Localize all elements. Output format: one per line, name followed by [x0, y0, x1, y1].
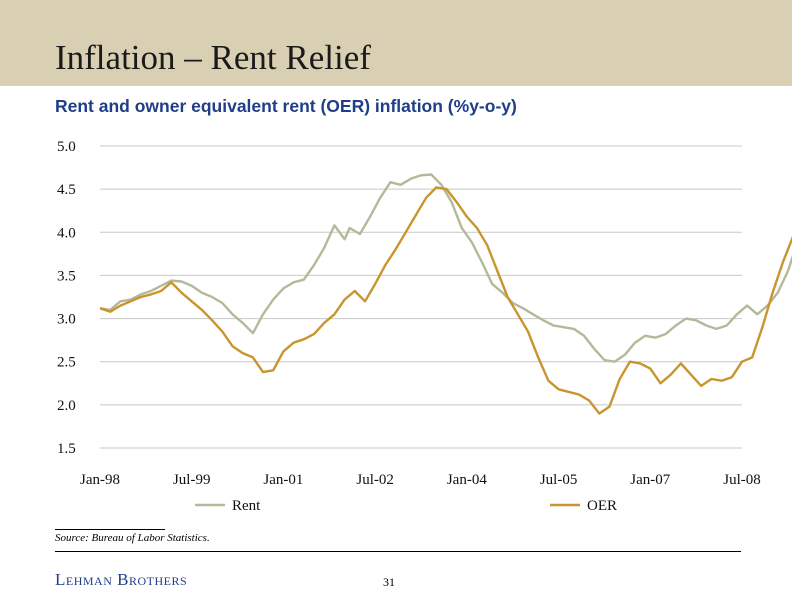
legend-label: Rent	[232, 498, 261, 514]
series-line-oer	[99, 186, 792, 415]
footer-rule	[55, 551, 741, 552]
y-tick-label: 2.5	[57, 355, 76, 371]
x-tick-label: Jan-01	[263, 472, 303, 488]
chart-title: Rent and owner equivalent rent (OER) inf…	[55, 96, 517, 116]
x-tick-label: Jul-08	[723, 472, 761, 488]
title-bar	[0, 0, 792, 86]
y-tick-label: 3.0	[57, 312, 76, 328]
x-tick-label: Jul-05	[540, 472, 578, 488]
y-tick-label: 2.0	[57, 398, 76, 414]
slide-title: Inflation – Rent Relief	[55, 38, 371, 77]
x-tick-label: Jan-98	[80, 472, 120, 488]
x-tick-label: Jan-07	[630, 472, 670, 488]
company-logo: Lehman Brothers	[55, 570, 188, 589]
y-tick-label: 1.5	[57, 441, 76, 457]
page-number: 31	[383, 575, 395, 589]
y-tick-label: 4.0	[57, 225, 76, 241]
legend-label: OER	[587, 498, 617, 514]
x-tick-label: Jan-04	[447, 472, 487, 488]
y-tick-label: 4.5	[57, 182, 76, 198]
source-note: Source: Bureau of Labor Statistics.	[55, 532, 210, 544]
source-rule	[55, 529, 165, 530]
y-tick-label: 3.5	[57, 268, 76, 284]
series-line-rent	[99, 173, 792, 363]
line-chart: 1.5 2.0 2.5 3.0 3.5 4.0 4.5 5.0 Jan-98 Jul-99 Jan…	[57, 139, 792, 514]
x-tick-label: Jul-02	[356, 472, 394, 488]
y-tick-label: 5.0	[57, 139, 76, 155]
x-tick-label: Jul-99	[173, 472, 211, 488]
